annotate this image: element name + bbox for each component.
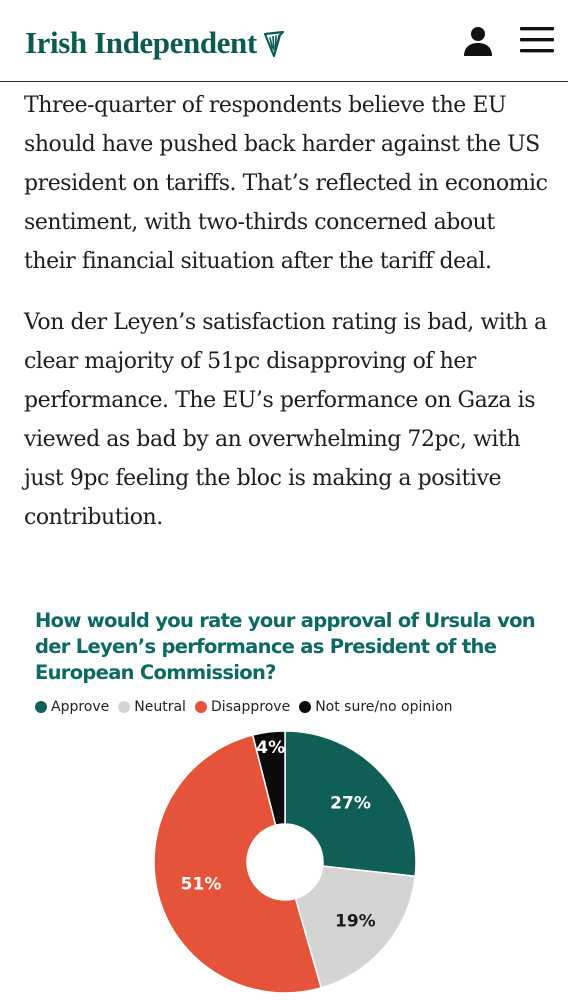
pie-slice-not-sure	[251, 730, 286, 827]
user-icon[interactable]	[462, 25, 494, 57]
legend-label: Approve	[51, 699, 110, 715]
legend-swatch	[35, 701, 47, 713]
site-logo[interactable]: Irish Independent	[25, 24, 285, 62]
slice-label-not-sure: 4%	[256, 738, 285, 758]
legend-label: Not sure/no opinion	[315, 699, 453, 715]
legend-swatch	[299, 701, 312, 713]
slice-label-disapprove: 51%	[181, 875, 222, 895]
hamburger-menu-icon[interactable]	[520, 26, 554, 54]
logo-text: Irish Independent	[25, 25, 257, 60]
article-paragraph: Von der Leyen’s satisfaction rating is b…	[24, 310, 547, 530]
pie-slice-approve	[284, 730, 417, 878]
article-body: Three-quarter of respondents believe the…	[24, 86, 548, 537]
chart-legend: Approve Neutral Disapprove Not sure/no o…	[35, 699, 453, 715]
chart-title: How would you rate your approval of Ursu…	[35, 609, 536, 684]
donut-chart: 27% 19% 51% 4%	[153, 730, 417, 994]
legend-item-neutral: Neutral	[118, 699, 186, 715]
slice-label-approve: 27%	[330, 793, 371, 813]
legend-item-not-sure: Not sure/no opinion	[299, 699, 453, 715]
article-paragraph: Three-quarter of respondents believe the…	[24, 93, 548, 274]
legend-swatch	[194, 701, 207, 713]
slice-label-neutral: 19%	[335, 911, 376, 931]
legend-label: Disapprove	[210, 699, 291, 715]
legend-swatch	[118, 701, 131, 713]
legend-label: Neutral	[134, 699, 186, 715]
site-header: Irish Independent	[0, 0, 568, 82]
pie-slice-disapprove	[153, 734, 323, 994]
harp-icon	[263, 30, 284, 58]
pie-slice-neutral	[294, 865, 417, 989]
legend-item-disapprove: Disapprove	[194, 699, 291, 715]
legend-item-approve: Approve	[35, 699, 109, 715]
